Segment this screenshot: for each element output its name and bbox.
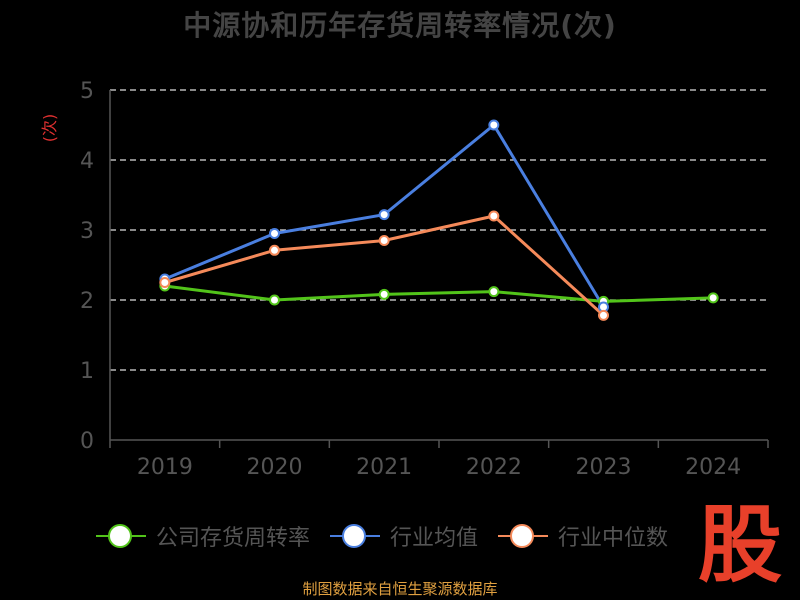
y-tick-label: 2: [80, 289, 94, 314]
data-point-0-3: [488, 286, 500, 298]
x-tick-label: 2024: [685, 455, 741, 480]
legend-marker-icon: [498, 523, 549, 549]
y-tick-label: 3: [80, 219, 94, 244]
chart-title: 中源协和历年存货周转率情况(次): [183, 9, 617, 42]
legend-marker-icon: [96, 523, 146, 549]
data-point-2-4: [598, 309, 609, 321]
x-tick-label: 2023: [576, 455, 632, 480]
data-point-2-1: [269, 244, 280, 256]
series-line-0: [164, 284, 714, 303]
legend-label: 行业中位数: [558, 526, 669, 551]
x-tick-label: 2020: [247, 455, 303, 480]
y-tick-label: 4: [80, 149, 94, 174]
data-point-0-5: [707, 292, 719, 304]
y-tick-label: 5: [80, 79, 94, 104]
legend-item-industry-median[interactable]: 行业中位数: [498, 520, 668, 552]
x-tick-label: 2019: [137, 455, 193, 480]
legend-label: 公司存货周转率: [156, 526, 311, 551]
data-point-0-1: [269, 294, 280, 306]
legend: 公司存货周转率 行业均值 行业中位数: [96, 518, 688, 554]
data-source-note: 制图数据来自恒生聚源数据库: [302, 580, 498, 598]
x-tick-label: 2021: [356, 455, 412, 480]
legend-marker-icon: [330, 523, 381, 549]
data-point-2-3: [488, 210, 500, 222]
y-tick-label: 1: [80, 359, 94, 384]
data-point-0-2: [378, 288, 390, 300]
data-point-1-1: [269, 228, 280, 239]
data-point-2-0: [159, 277, 171, 288]
y-tick-label: 0: [80, 429, 94, 454]
data-point-1-3: [488, 119, 500, 131]
x-tick-label: 2022: [466, 455, 522, 480]
watermark-logo: 股: [697, 496, 782, 594]
data-point-2-2: [378, 235, 390, 246]
legend-item-company[interactable]: 公司存货周转率: [96, 520, 310, 552]
legend-label: 行业均值: [390, 526, 479, 551]
legend-item-industry-mean[interactable]: 行业均值: [330, 520, 478, 552]
data-point-1-2: [378, 209, 390, 221]
